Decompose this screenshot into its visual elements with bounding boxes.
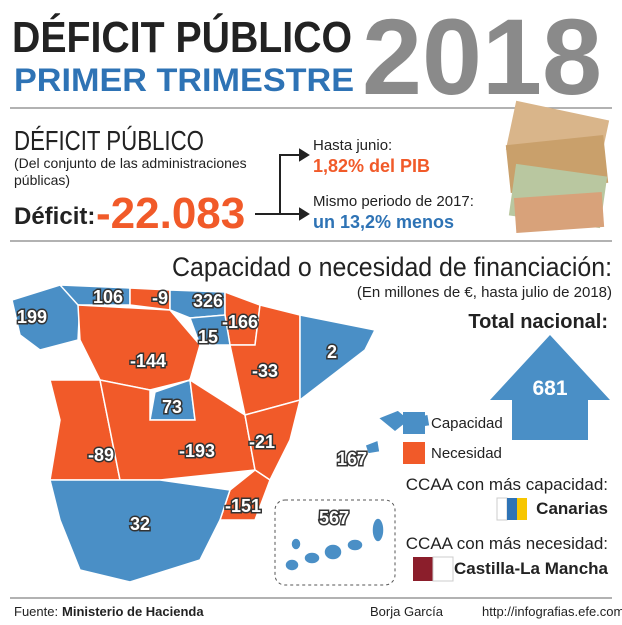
region-value: 167: [337, 449, 367, 469]
source: Ministerio de Hacienda: [62, 604, 204, 619]
region-value: -144: [130, 351, 166, 371]
region: [284, 517, 385, 572]
highlight-label: CCAA con más necesidad:: [406, 534, 608, 553]
section-title: DÉFICIT PÚBLICO: [14, 125, 204, 156]
region: [218, 469, 271, 521]
total-arrow: [490, 335, 610, 440]
legend: Capacidad Necesidad: [403, 412, 503, 464]
map: [11, 284, 431, 586]
region-value: -89: [88, 445, 114, 465]
island: [303, 551, 321, 565]
island: [364, 438, 381, 455]
region-value: -21: [249, 432, 275, 452]
note: públicas): [14, 172, 70, 188]
url: http://infografias.efe.com: [482, 604, 622, 619]
map-title: Capacidad o necesidad de financiación:: [172, 252, 612, 282]
highlight-name: Canarias: [536, 499, 608, 518]
title: DÉFICIT PÚBLICO: [12, 12, 352, 62]
callout-label: Mismo periodo de 2017:: [313, 193, 474, 210]
region-value: 73: [162, 397, 182, 417]
region-value: 15: [198, 327, 218, 347]
region-value: 32: [130, 514, 150, 534]
arrows: [255, 148, 310, 221]
island: [346, 538, 364, 552]
callout-value: 1,82% del PIB: [313, 156, 430, 176]
legend-swatch: [403, 412, 425, 434]
legend-label: Necesidad: [431, 445, 502, 462]
island: [290, 537, 302, 551]
deficit-value: -22.083: [96, 189, 245, 238]
region-value: -33: [252, 361, 278, 381]
total-label: Total nacional:: [468, 311, 608, 333]
region: [49, 479, 231, 583]
year: 2018: [362, 0, 602, 117]
highlight-label: CCAA con más capacidad:: [406, 475, 608, 494]
highlight-name: Castilla-La Mancha: [454, 559, 609, 578]
region-value: 326: [193, 291, 223, 311]
region-value: 106: [93, 287, 123, 307]
region-value: 567: [319, 508, 349, 528]
callout-label: Hasta junio:: [313, 137, 392, 154]
banknotes: [505, 100, 610, 234]
region-value: -193: [179, 441, 215, 461]
flag-canarias: [496, 497, 527, 521]
legend-label: Capacidad: [431, 415, 503, 432]
region: [244, 398, 302, 482]
island: [371, 517, 385, 543]
island: [284, 558, 300, 572]
region-value: -166: [222, 312, 258, 332]
region-value: 199: [17, 307, 47, 327]
flag-castilla-la-mancha: [413, 556, 454, 582]
island: [323, 543, 343, 561]
subtitle: PRIMER TRIMESTRE: [14, 62, 354, 98]
legend-swatch: [403, 442, 425, 464]
region-value: -9: [152, 288, 168, 308]
region-value: 2: [327, 342, 337, 362]
total-value: 681: [532, 377, 567, 400]
author: Borja García: [370, 604, 444, 619]
region-value: -151: [225, 496, 261, 516]
callout-value: un 13,2% menos: [313, 212, 454, 232]
source-label: Fuente:: [14, 604, 58, 619]
map-subtitle: (En millones de €, hasta julio de 2018): [357, 284, 612, 301]
region: [299, 314, 377, 402]
deficit-label: Déficit:: [14, 203, 95, 230]
note: (Del conjunto de las administraciones: [14, 155, 247, 171]
region: [77, 304, 201, 391]
